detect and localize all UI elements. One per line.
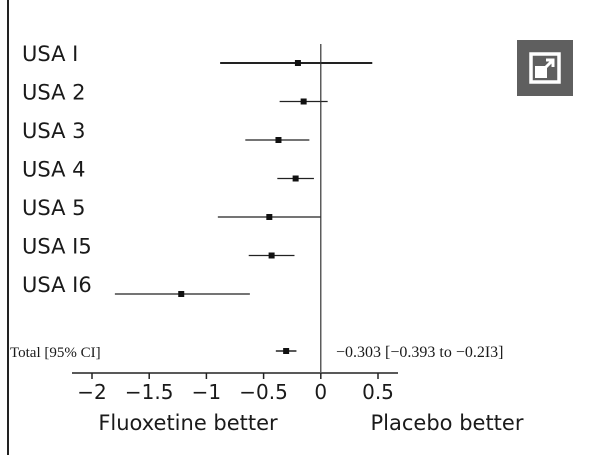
- study-label: USA 5: [22, 196, 86, 220]
- x-tick-label: 0: [314, 380, 327, 404]
- x-tick-label: −1: [192, 380, 221, 404]
- total-point-estimate: [283, 348, 290, 354]
- study-point-estimate: [294, 60, 301, 66]
- study-point-estimate: [268, 252, 275, 259]
- study-label: USA 3: [22, 119, 86, 143]
- study-label: USA 2: [22, 81, 86, 105]
- study-label: USA I: [22, 42, 78, 66]
- study-point-estimate: [266, 214, 273, 220]
- study-label: USA I5: [22, 235, 92, 259]
- study-point-estimate: [292, 175, 299, 182]
- study-point-estimate: [300, 98, 307, 105]
- x-tick-label: 0.5: [362, 380, 394, 404]
- study-label: USA I6: [22, 273, 92, 297]
- xlabel-left: Fluoxetine better: [98, 411, 278, 435]
- xlabel-right: Placebo better: [371, 411, 524, 435]
- x-tick-label: −0.5: [239, 380, 288, 404]
- expand-button[interactable]: [517, 40, 573, 96]
- x-tick-label: −1.5: [125, 380, 174, 404]
- x-tick-label: −2: [77, 380, 106, 404]
- total-summary-text: −0.303 [−0.393 to −0.2I3]: [336, 344, 504, 361]
- study-point-estimate: [178, 291, 185, 297]
- study-point-estimate: [275, 137, 282, 143]
- total-label: Total [95% CI]: [10, 345, 101, 361]
- study-label: USA 4: [22, 158, 86, 182]
- expand-icon: [529, 52, 561, 84]
